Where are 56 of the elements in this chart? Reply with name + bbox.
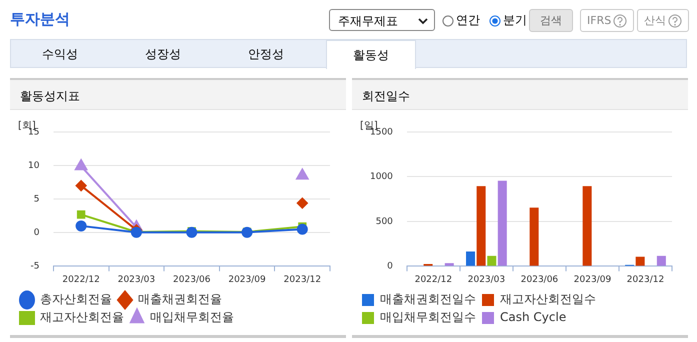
bar [476,186,486,266]
point [296,168,309,180]
text: 투자분석 [10,10,70,29]
chart-title: 활동성지표 [10,80,346,110]
chart-title: 회전일수 [352,80,688,110]
x-tick-label: 2023/12 [284,274,322,285]
legend-label: Cash Cycle [500,310,566,324]
legend-label: 총자산회전율 [40,292,112,306]
point [186,226,198,238]
x-tick-label: 2023/06 [173,274,211,285]
x-tick-label: 2023/03 [118,274,156,285]
legend-label: 매출채권회전일수 [380,292,476,306]
bar [582,186,592,266]
x-tick-label: 2023/09 [574,274,612,285]
legend-label: 매입채무회전일수 [380,310,476,324]
x-tick-label: 2023/12 [626,274,664,285]
legend-label: 재고자산회전율 [40,310,124,324]
x-tick-label: 2022/12 [414,274,452,285]
text: 안정성 [247,46,285,63]
y-tick-label: 0 [387,262,394,272]
y-tick-label: 5 [34,194,40,204]
point [296,224,308,235]
bar [466,251,476,266]
y-tick-label: 500 [376,216,394,227]
point [76,220,87,232]
point [76,180,87,192]
legend-label: 재고자산회전일수 [500,292,596,306]
point [74,159,88,170]
text: 분기 [503,12,527,29]
y-tick-label: 10 [28,160,40,171]
y-tick-label: 1000 [370,172,394,182]
x-tick-label: 2023/03 [468,274,506,285]
bar [636,256,645,266]
y-tick-label: 0 [34,228,40,238]
bar [487,256,496,266]
legend-label: 매입채무회전율 [150,310,234,324]
text: 산식 [644,12,666,28]
y-tick-label: 15 [28,127,40,138]
text: 수익성 [41,46,79,63]
x-tick-label: 2022/12 [62,274,100,285]
text: 성장성 [144,46,182,63]
point [76,210,86,219]
text: 검색 [529,9,573,32]
text: 주재무제표 [329,9,435,31]
y-tick-label: -5 [30,262,40,272]
x-tick-label: 2023/06 [520,274,558,285]
point [296,198,308,209]
legend-label: 매출채권회전율 [138,292,222,306]
text: 연간 [456,12,480,29]
bar [498,180,507,266]
text: 활동성 [326,40,416,69]
bar [444,263,454,266]
bar [656,256,666,266]
x-tick-label: 2023/09 [228,274,266,285]
bar [530,208,539,266]
text: IFRS [587,12,612,28]
